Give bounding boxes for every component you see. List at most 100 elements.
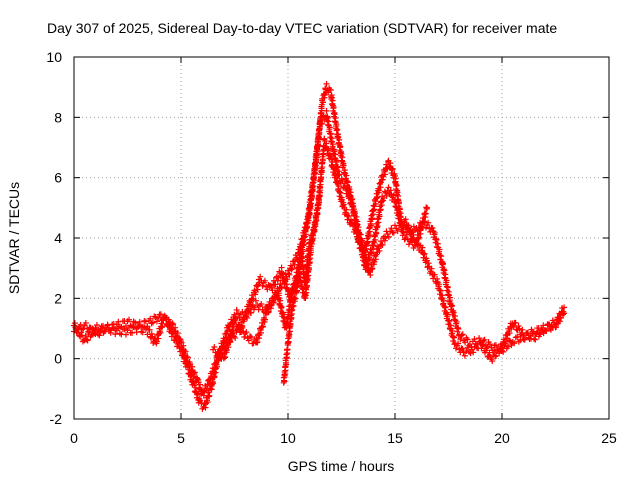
data-point bbox=[335, 183, 342, 190]
data-point bbox=[336, 136, 343, 143]
data-point bbox=[449, 327, 456, 334]
data-point bbox=[397, 219, 404, 226]
data-point bbox=[194, 390, 201, 397]
chart-title: Day 307 of 2025, Sidereal Day-to-day VTE… bbox=[47, 20, 557, 36]
x-tick-label: 0 bbox=[70, 430, 78, 446]
series-track-4 bbox=[280, 189, 324, 386]
data-point bbox=[512, 319, 519, 326]
data-point bbox=[446, 318, 453, 325]
data-point bbox=[393, 182, 400, 189]
data-point bbox=[329, 158, 336, 165]
data-point bbox=[319, 157, 326, 164]
data-point bbox=[191, 369, 198, 376]
data-point bbox=[325, 146, 332, 153]
data-point bbox=[93, 322, 100, 329]
data-point bbox=[453, 318, 460, 325]
data-point bbox=[274, 287, 281, 294]
data-point bbox=[139, 329, 146, 336]
data-point bbox=[122, 331, 129, 338]
data-point bbox=[283, 361, 290, 368]
data-point bbox=[343, 206, 350, 213]
data-point bbox=[376, 247, 383, 254]
data-point bbox=[367, 271, 374, 278]
data-point bbox=[206, 392, 213, 399]
data-point bbox=[331, 111, 338, 118]
data-point bbox=[157, 329, 164, 336]
data-point bbox=[285, 270, 292, 277]
data-point bbox=[514, 333, 521, 340]
data-point bbox=[136, 322, 143, 329]
data-point bbox=[350, 202, 357, 209]
data-point bbox=[344, 187, 351, 194]
data-point bbox=[241, 334, 248, 341]
data-point bbox=[151, 313, 158, 320]
data-point bbox=[447, 294, 454, 301]
data-point bbox=[340, 162, 347, 169]
data-point bbox=[236, 315, 243, 322]
data-point bbox=[459, 331, 466, 338]
data-point bbox=[463, 347, 470, 354]
x-tick-label: 20 bbox=[494, 430, 510, 446]
data-point bbox=[104, 322, 111, 329]
data-point bbox=[374, 223, 381, 230]
data-point bbox=[149, 319, 156, 326]
data-point bbox=[257, 273, 264, 280]
data-point bbox=[419, 244, 426, 251]
y-tick-label: 6 bbox=[54, 170, 62, 186]
data-point bbox=[222, 354, 229, 361]
data-point bbox=[233, 306, 240, 313]
data-point bbox=[121, 326, 128, 333]
data-point bbox=[78, 329, 85, 336]
data-point bbox=[147, 315, 154, 322]
data-point bbox=[349, 219, 356, 226]
data-point bbox=[245, 307, 252, 314]
data-point bbox=[491, 349, 498, 356]
data-point bbox=[504, 335, 511, 342]
data-point bbox=[129, 329, 136, 336]
data-point bbox=[311, 226, 318, 233]
data-point bbox=[390, 229, 397, 236]
data-point bbox=[157, 311, 164, 318]
data-point bbox=[323, 107, 330, 114]
data-point bbox=[481, 336, 488, 343]
data-point bbox=[416, 234, 423, 241]
series-track-3 bbox=[210, 135, 431, 362]
data-point bbox=[313, 157, 320, 164]
series-track-2 bbox=[71, 107, 568, 399]
data-point bbox=[309, 186, 316, 193]
data-point bbox=[444, 311, 451, 318]
data-point bbox=[260, 323, 267, 330]
data-point bbox=[286, 271, 293, 278]
data-point bbox=[330, 104, 337, 111]
data-point bbox=[538, 325, 545, 332]
data-point bbox=[254, 286, 261, 293]
data-point bbox=[352, 210, 359, 217]
data-point bbox=[334, 126, 341, 133]
data-point bbox=[142, 318, 149, 325]
data-point bbox=[254, 302, 261, 309]
data-point bbox=[259, 282, 266, 289]
data-point bbox=[313, 216, 320, 223]
data-point bbox=[464, 336, 471, 343]
data-point bbox=[557, 312, 564, 319]
data-point bbox=[344, 186, 351, 193]
data-point bbox=[165, 316, 172, 323]
data-point bbox=[194, 375, 201, 382]
data-point bbox=[315, 141, 322, 148]
data-point bbox=[372, 200, 379, 207]
data-point bbox=[467, 350, 474, 357]
data-point bbox=[460, 349, 467, 356]
data-point bbox=[328, 94, 335, 101]
data-point bbox=[442, 304, 449, 311]
data-point bbox=[345, 212, 352, 219]
data-point bbox=[267, 305, 274, 312]
data-point bbox=[208, 374, 215, 381]
data-point bbox=[174, 330, 181, 337]
data-point bbox=[378, 198, 385, 205]
data-point bbox=[272, 281, 279, 288]
data-point bbox=[298, 248, 305, 255]
y-tick-label: 10 bbox=[46, 49, 62, 65]
data-point bbox=[303, 268, 310, 275]
data-point bbox=[524, 330, 531, 337]
data-point bbox=[455, 340, 462, 347]
